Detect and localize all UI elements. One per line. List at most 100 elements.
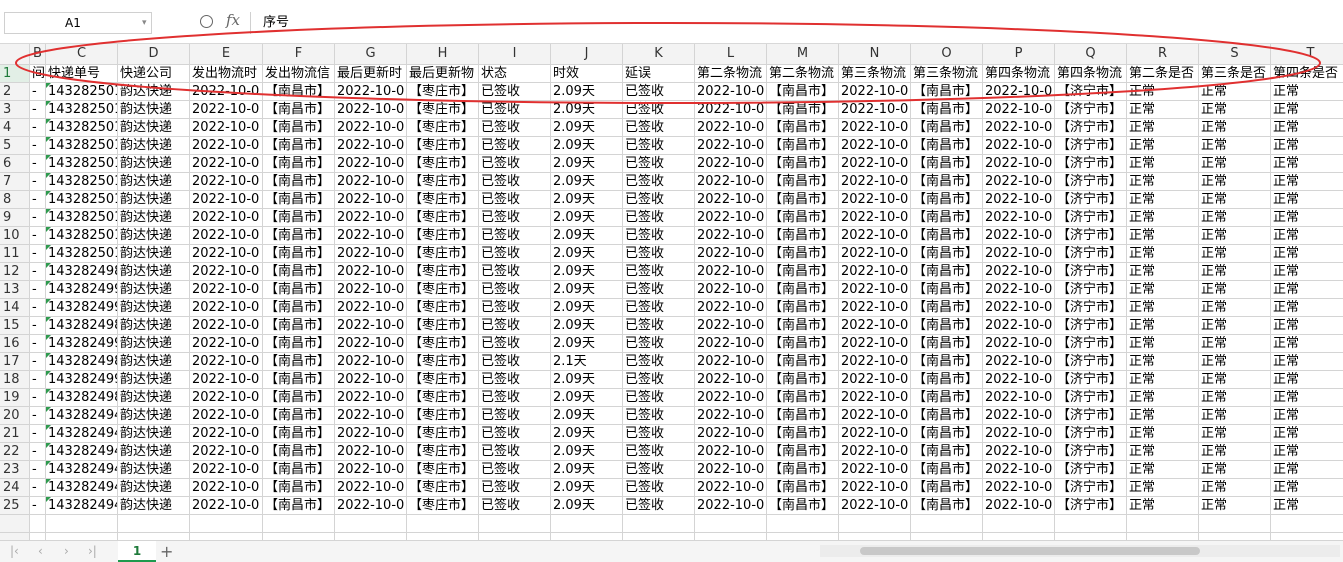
cell[interactable]: 1432825017	[46, 245, 118, 263]
cell[interactable]: 【济宁市】	[1055, 425, 1127, 443]
cell[interactable]: 2022-10-0	[190, 479, 263, 497]
cell[interactable]: 已签收	[623, 443, 695, 461]
cell[interactable]	[911, 515, 983, 533]
cell[interactable]: 韵达快递	[118, 209, 190, 227]
cell[interactable]: 已签收	[623, 497, 695, 515]
cell[interactable]: 韵达快递	[118, 461, 190, 479]
cell[interactable]: 正常	[1127, 461, 1199, 479]
cell[interactable]: 韵达快递	[118, 227, 190, 245]
cell[interactable]: 已签收	[623, 155, 695, 173]
cell[interactable]: 【南昌市】	[911, 317, 983, 335]
row-header[interactable]: 18	[0, 371, 30, 389]
cell[interactable]: 正常	[1127, 119, 1199, 137]
cell[interactable]: 2022-10-0	[190, 407, 263, 425]
cell[interactable]: 【枣庄市】	[407, 191, 479, 209]
cell[interactable]: 【济宁市】	[1055, 155, 1127, 173]
cell[interactable]: 2022-10-0	[839, 155, 911, 173]
cell[interactable]: 2022-10-0	[695, 245, 767, 263]
cell[interactable]: 正常	[1127, 497, 1199, 515]
cell[interactable]: 【济宁市】	[1055, 443, 1127, 461]
cell[interactable]: 【南昌市】	[263, 497, 335, 515]
cell[interactable]: 时效	[551, 65, 623, 83]
cell[interactable]: 已签收	[623, 173, 695, 191]
cell[interactable]: 正常	[1271, 407, 1343, 425]
cell[interactable]: 2022-10-0	[190, 317, 263, 335]
cell[interactable]: 2022-10-0	[983, 245, 1055, 263]
cell[interactable]: 2022-10-0	[335, 353, 407, 371]
cell[interactable]	[479, 533, 551, 540]
cell[interactable]: 【南昌市】	[263, 425, 335, 443]
column-header[interactable]: T	[1271, 44, 1343, 65]
cell[interactable]: 【南昌市】	[911, 227, 983, 245]
cell[interactable]: 【济宁市】	[1055, 137, 1127, 155]
cell[interactable]: 2022-10-0	[190, 443, 263, 461]
cell[interactable]	[695, 515, 767, 533]
cell[interactable]: 2022-10-0	[695, 389, 767, 407]
cell[interactable]	[551, 533, 623, 540]
cell[interactable]	[623, 533, 695, 540]
cell[interactable]: 2022-10-0	[695, 317, 767, 335]
cell[interactable]	[190, 515, 263, 533]
cell[interactable]: 已签收	[479, 101, 551, 119]
column-header[interactable]: O	[911, 44, 983, 65]
cell[interactable]: -	[30, 227, 46, 245]
cell[interactable]: 【枣庄市】	[407, 335, 479, 353]
cell[interactable]: 【南昌市】	[767, 155, 839, 173]
cell[interactable]: 正常	[1199, 263, 1271, 281]
cell[interactable]: 2022-10-0	[983, 353, 1055, 371]
cell[interactable]: 已签收	[479, 353, 551, 371]
cell[interactable]: 2022-10-0	[983, 317, 1055, 335]
cell[interactable]: 正常	[1127, 245, 1199, 263]
add-sheet[interactable]: +	[160, 542, 174, 561]
cell[interactable]: 1432824942	[46, 497, 118, 515]
row-header[interactable]	[0, 533, 30, 540]
cell[interactable]: 已签收	[623, 425, 695, 443]
cell[interactable]: 2022-10-0	[335, 389, 407, 407]
cell[interactable]: 2022-10-0	[335, 317, 407, 335]
cell[interactable]: 【济宁市】	[1055, 263, 1127, 281]
cell[interactable]: 【南昌市】	[911, 407, 983, 425]
cell[interactable]	[1199, 515, 1271, 533]
cell[interactable]: 发出物流时	[190, 65, 263, 83]
cell[interactable]: 【南昌市】	[263, 101, 335, 119]
cell[interactable]: 【南昌市】	[767, 479, 839, 497]
cell[interactable]: 【南昌市】	[263, 191, 335, 209]
cell[interactable]: 【枣庄市】	[407, 245, 479, 263]
cell[interactable]: 2022-10-0	[839, 335, 911, 353]
cell[interactable]: 2022-10-0	[190, 245, 263, 263]
cell[interactable]: 第三条物流	[839, 65, 911, 83]
cell[interactable]: 2022-10-0	[695, 479, 767, 497]
cell[interactable]: 1432824989	[46, 389, 118, 407]
cell[interactable]	[407, 515, 479, 533]
column-header[interactable]: Q	[1055, 44, 1127, 65]
cell[interactable]: 【济宁市】	[1055, 299, 1127, 317]
cell[interactable]: 【南昌市】	[911, 101, 983, 119]
row-header[interactable]: 5	[0, 137, 30, 155]
row-header[interactable]: 15	[0, 317, 30, 335]
cell[interactable]: 【济宁市】	[1055, 389, 1127, 407]
cell[interactable]: 已签收	[479, 119, 551, 137]
cell[interactable]: 【枣庄市】	[407, 209, 479, 227]
cell[interactable]: 正常	[1271, 173, 1343, 191]
cell[interactable]	[767, 515, 839, 533]
cell[interactable]: 2022-10-0	[695, 83, 767, 101]
cell[interactable]: 正常	[1199, 173, 1271, 191]
cell[interactable]: 2022-10-0	[839, 461, 911, 479]
cell[interactable]: 1432824992	[46, 371, 118, 389]
cell[interactable]: 2022-10-0	[190, 173, 263, 191]
column-header[interactable]: L	[695, 44, 767, 65]
cell[interactable]: 2022-10-0	[335, 371, 407, 389]
cell[interactable]: -	[30, 263, 46, 281]
cell[interactable]	[1127, 515, 1199, 533]
cell[interactable]: 正常	[1127, 407, 1199, 425]
cell[interactable]: 已签收	[623, 371, 695, 389]
cell[interactable]: 韵达快递	[118, 281, 190, 299]
cell[interactable]: 已签收	[479, 209, 551, 227]
cell[interactable]: 【南昌市】	[263, 83, 335, 101]
cell[interactable]: 2022-10-0	[190, 209, 263, 227]
column-header[interactable]: I	[479, 44, 551, 65]
cell[interactable]: 2022-10-0	[190, 371, 263, 389]
cell[interactable]: 2022-10-0	[983, 281, 1055, 299]
cell[interactable]: 【南昌市】	[767, 497, 839, 515]
cell[interactable]: 2022-10-0	[695, 443, 767, 461]
